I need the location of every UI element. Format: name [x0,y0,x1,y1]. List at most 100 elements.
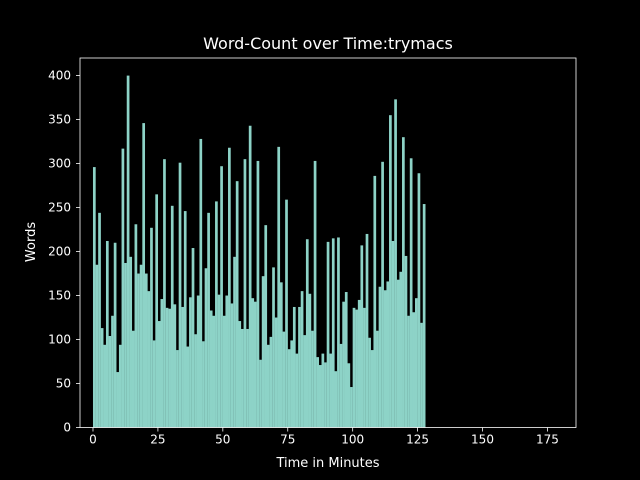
bar [95,264,99,428]
bar [178,162,182,428]
bar [339,343,343,428]
bar [337,237,340,428]
bar [129,256,133,428]
bar [225,295,229,428]
bar [279,282,283,428]
bar [92,167,96,428]
bar [207,212,210,428]
bar [378,286,382,428]
bar [170,205,174,428]
x-tick-label: 100 [341,433,364,447]
bar [316,357,320,428]
bar [360,245,364,428]
y-tick-label: 100 [48,333,71,347]
bar [394,99,397,428]
x-tick-label: 50 [215,433,230,447]
bar [355,309,358,428]
bar [131,330,135,428]
bar [376,330,379,428]
y-tick-label: 0 [63,421,71,435]
bar [298,306,301,428]
bar [181,306,184,428]
bar [124,262,127,428]
bar [272,267,275,428]
bar [196,295,200,428]
bar-series [92,75,426,428]
bar [407,315,410,428]
x-axis-ticks: 0 25 50 75 100 125 150 175 [89,427,559,447]
bar [326,241,330,428]
bar [241,328,244,428]
bar [230,303,234,428]
bar [243,159,247,428]
bar [202,341,205,428]
y-axis-label: Words [24,222,39,262]
bar [204,268,208,428]
bar [266,344,270,428]
bar [160,299,164,428]
bar [363,307,366,428]
bar [191,248,195,428]
bar [150,227,153,428]
bar [357,299,361,428]
bar [420,322,423,428]
bar [220,166,223,428]
bar [217,294,221,428]
bar [389,115,392,428]
y-tick-label: 200 [48,245,71,259]
bar [189,297,192,428]
bar [209,310,213,428]
bar [238,321,242,428]
bar [134,224,138,428]
bar [285,199,288,428]
bar [144,273,148,428]
bar [287,349,291,428]
x-axis-label: Time in Minutes [275,456,379,471]
x-tick-label: 125 [406,433,429,447]
bar [417,173,421,428]
bar [233,256,236,428]
bar [381,161,384,428]
bar [199,138,203,428]
bar [248,125,252,428]
bar [215,201,218,428]
bar [264,225,268,428]
bar [324,362,327,428]
y-tick-label: 250 [48,201,71,215]
bar [163,159,166,428]
bar [168,308,171,428]
bar [269,336,273,428]
bar [186,346,190,428]
bar [111,315,114,428]
bar [383,290,387,428]
y-axis-ticks: 0 50 100 150 200 250 300 350 400 [48,69,80,435]
bar [155,194,159,428]
bar [391,240,395,428]
bar [308,293,312,428]
bar [396,279,400,428]
bar [373,175,377,428]
bar [256,160,260,428]
bar [142,123,146,428]
bar [253,301,257,428]
bar [321,353,325,428]
bar [139,264,143,428]
bar [292,306,296,428]
bar [176,350,179,428]
x-tick-label: 25 [150,433,165,447]
y-tick-label: 400 [48,69,71,83]
bar [126,75,130,428]
x-tick-label: 0 [89,433,97,447]
bar [98,212,101,428]
bar [290,340,294,428]
y-tick-label: 150 [48,289,71,303]
bar [137,273,140,428]
x-tick-label: 175 [536,433,559,447]
bar [103,344,107,428]
bar [370,350,374,428]
bar [311,330,314,428]
bar [108,336,112,428]
y-tick-label: 350 [48,113,71,127]
bar [118,344,122,428]
